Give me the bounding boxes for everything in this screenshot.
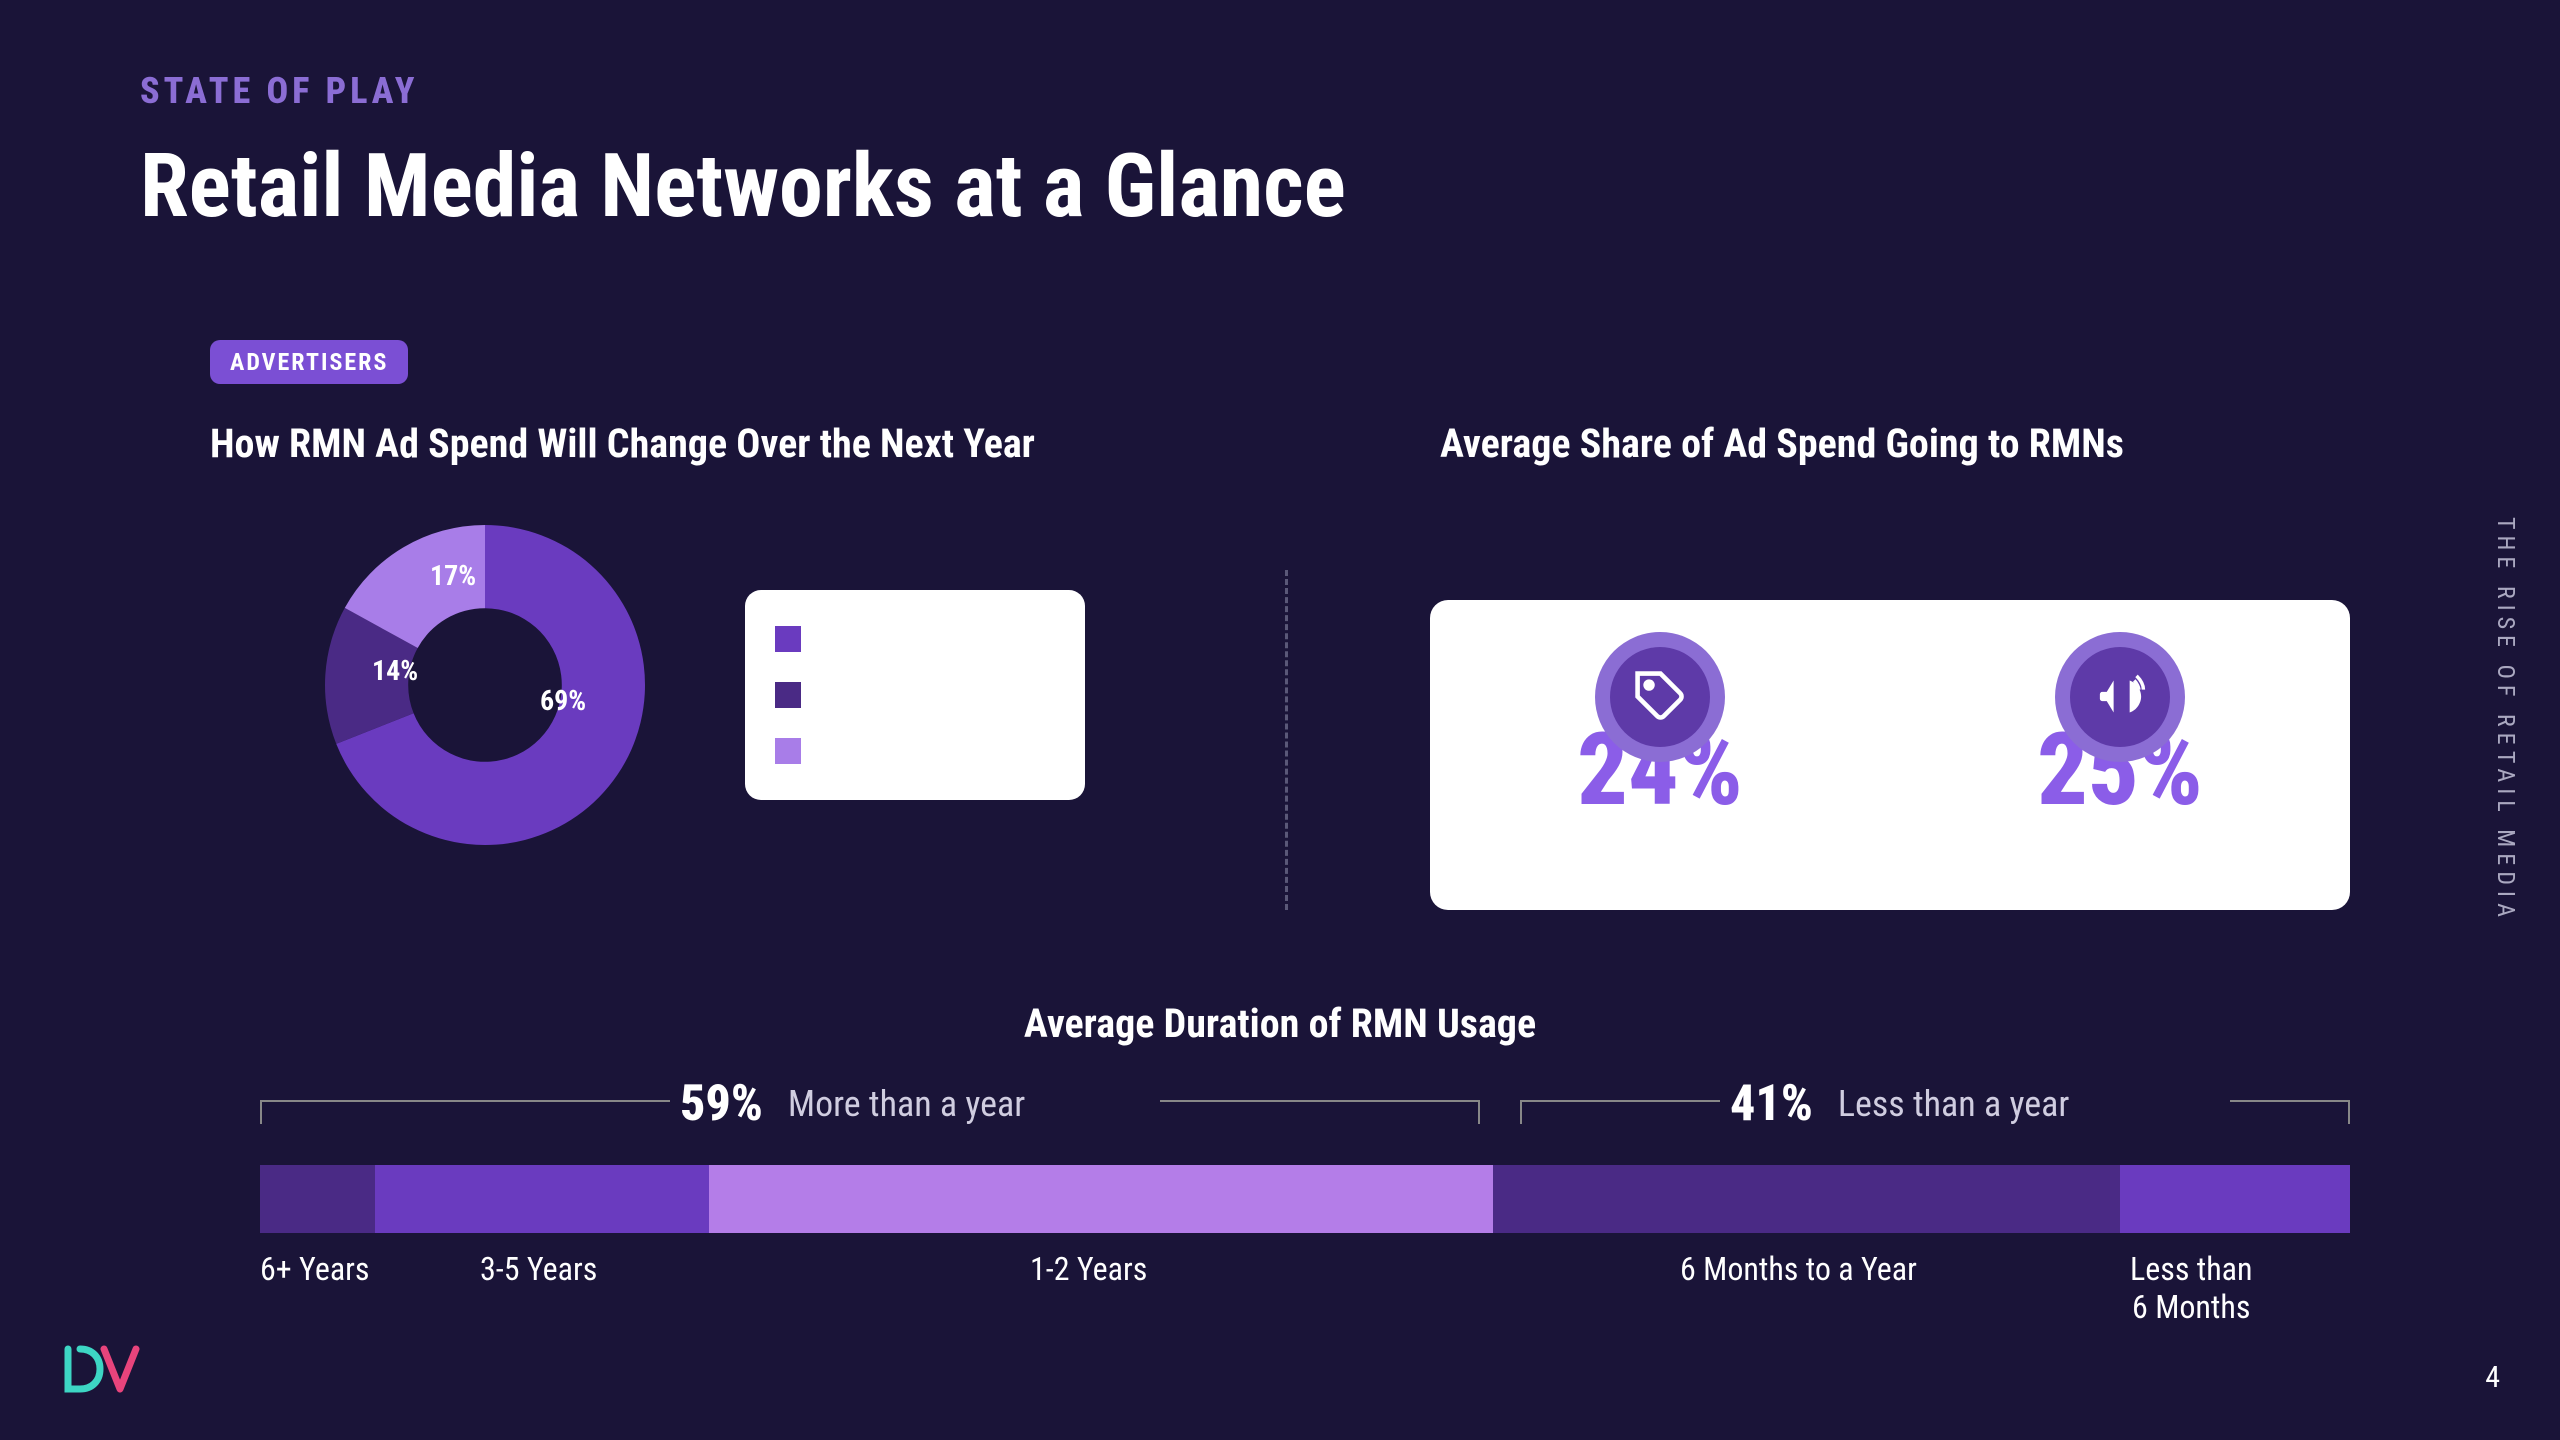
bracket-line [1520,1100,1720,1124]
duration-title: Average Duration of RMN Usage [1024,1000,1536,1047]
duration-segment-label-1: 3-5 Years [480,1250,597,1288]
dv-logo [60,1341,150,1400]
legend-row-2 [775,738,1055,764]
bracket-line [2230,1100,2350,1124]
bracket-pct-1: 41% [1730,1075,1813,1133]
eyebrow-text: STATE OF PLAY [140,70,419,112]
duration-segment-3 [1493,1165,2120,1233]
donut-label-0: 69% [540,684,586,717]
donut-label-1: 14% [372,654,418,687]
side-text: THE RISE OF RETAIL MEDIA [2492,517,2520,923]
duration-stacked-bar [260,1165,2350,1233]
bracket-line [260,1100,670,1124]
legend-row-0 [775,626,1055,652]
legend-card [745,590,1085,800]
advertisers-badge: ADVERTISERS [210,340,408,384]
right-section-title: Average Share of Ad Spend Going to RMNs [1440,420,2124,467]
bracket-group-right: 41% Less than a year [1730,1075,2069,1133]
duration-segment-label-4: Less than6 Months [2130,1250,2253,1326]
legend-swatch-0 [775,626,801,652]
bracket-label-0: More than a year [788,1083,1025,1125]
page-title: Retail Media Networks at a Glance [140,135,1346,238]
megaphone-icon [2070,647,2170,747]
duration-segment-label-0: 6+ Years [260,1250,370,1288]
stat-card: 24% 25% [1430,600,2350,910]
legend-row-1 [775,682,1055,708]
duration-segment-4 [2120,1165,2350,1233]
bracket-pct-0: 59% [680,1075,763,1133]
bracket-line [1160,1100,1480,1124]
stat-col-1: 25% [1890,682,2350,829]
donut-chart: 69% 14% 17% [320,520,650,850]
vertical-divider [1285,570,1288,910]
stat-col-0: 24% [1430,682,1890,829]
duration-segment-0 [260,1165,375,1233]
tag-icon [1610,647,1710,747]
duration-segment-1 [375,1165,709,1233]
donut-label-2: 17% [430,559,476,592]
duration-brackets: 59% More than a year 41% Less than a yea… [260,1075,2350,1135]
bracket-label-1: Less than a year [1838,1083,2069,1125]
left-section-title: How RMN Ad Spend Will Change Over the Ne… [210,420,1035,467]
legend-swatch-1 [775,682,801,708]
duration-segment-label-2: 1-2 Years [1030,1250,1147,1288]
page-number: 4 [2485,1360,2500,1395]
duration-segment-labels: 6+ Years 3-5 Years 1-2 Years 6 Months to a … [260,1250,2350,1310]
duration-segment-2 [709,1165,1493,1233]
bracket-group-left: 59% More than a year [680,1075,1025,1133]
duration-segment-label-3: 6 Months to a Year [1680,1250,1917,1288]
legend-swatch-2 [775,738,801,764]
